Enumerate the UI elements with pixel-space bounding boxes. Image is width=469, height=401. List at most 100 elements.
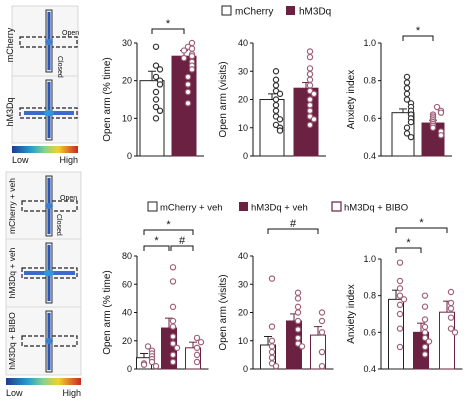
data-point (294, 334, 302, 342)
significance-bracket (143, 229, 194, 235)
y-axis-label: Open arm (visits) (218, 274, 229, 350)
maze-plot-hm3dq-bibo: hM3Dq + BIBO (7, 310, 78, 373)
y-tick-label: 20 (122, 76, 132, 86)
heat-scale-high: High (62, 388, 81, 398)
data-point (184, 88, 192, 96)
data-point (447, 325, 455, 332)
legend-label-hm3dq-veh: hM3Dq + veh (251, 203, 308, 214)
data-point (180, 47, 188, 54)
data-point (298, 343, 306, 350)
data-point (318, 348, 326, 356)
significance-bracket (267, 228, 319, 234)
data-point (184, 100, 192, 107)
arm-label-closed: Closed (55, 214, 62, 236)
data-point (318, 362, 326, 370)
open-arms-outline (19, 107, 78, 119)
data-point (272, 68, 280, 75)
legend-label-mcherry-veh: mCherry + veh (160, 203, 223, 214)
data-point (294, 309, 302, 316)
data-point (400, 296, 408, 303)
maze-plot-mcherry-veh: Open Closed mCherry + veh (7, 175, 78, 237)
y-tick-label: 0.6 (363, 327, 376, 337)
data-point (156, 66, 164, 73)
data-point (306, 121, 314, 129)
y-tick-label: 10 (122, 113, 132, 123)
data-point (169, 358, 177, 366)
significance-bracket (395, 227, 448, 233)
maze-plot-hm3dq: hM3Dq (5, 79, 78, 141)
y-tick-label: 0.4 (363, 364, 376, 374)
data-point (148, 358, 156, 366)
data-point (306, 107, 314, 115)
y-tick-label: 0.8 (363, 291, 376, 301)
maze-row-label-hm3dq: hM3Dq (5, 97, 15, 126)
data-point (429, 124, 437, 131)
data-point (268, 337, 276, 344)
legend-label-hm3dq-bibo: hM3Dq + BIBO (344, 203, 408, 214)
maze-row-label-hm3dq-bibo: hM3Dq + BIBO (7, 312, 17, 370)
heat-colorbar (12, 146, 78, 153)
bar-chart-panel: 0.4 0.6 0.8 1.0 Anxiety index * (346, 25, 452, 161)
data-point (169, 351, 177, 359)
bar (388, 298, 404, 370)
significance-bracket (170, 245, 194, 251)
data-point (421, 351, 429, 358)
data-point (156, 81, 164, 88)
data-point (193, 358, 201, 366)
data-point (152, 62, 160, 69)
bar-chart-panel: 0 10 20 30 40 Open arm (visits) (218, 38, 326, 161)
heat-scale-low: Low (12, 155, 29, 165)
data-point (184, 73, 192, 81)
center-heat (45, 203, 53, 209)
data-point (152, 88, 160, 96)
data-point (433, 103, 441, 111)
y-tick-label: 0 (127, 364, 132, 374)
data-point (396, 292, 404, 299)
y-axis-label: Anxiety index (346, 70, 357, 129)
maze-heatmap-bottom: Open Closed mCherry + veh hM3Dq + veh hM… (5, 171, 82, 398)
y-tick-label: 0 (243, 151, 248, 161)
data-point (421, 334, 429, 342)
bar-chart-panel: 0 10 20 30 Open arm (% time) * (102, 18, 204, 161)
data-point (272, 101, 280, 109)
maze-row-label-mcherry: mCherry (5, 27, 15, 62)
data-point (294, 303, 302, 311)
data-point (306, 101, 314, 109)
data-point (197, 338, 205, 346)
data-point (421, 316, 429, 323)
data-point (169, 340, 177, 347)
data-point (306, 53, 314, 61)
center-heat (45, 338, 53, 344)
significance-marker: * (419, 217, 424, 229)
data-point (294, 326, 302, 333)
data-point (169, 278, 177, 285)
data-point (447, 299, 455, 307)
legend-swatch-mcherry-veh (147, 201, 158, 212)
maze-plot-hm3dq-veh: hM3Dq + veh (7, 242, 78, 304)
data-point (396, 259, 404, 266)
data-point (169, 303, 177, 311)
y-tick-label: 20 (122, 336, 132, 346)
data-point (403, 90, 411, 98)
data-point (447, 305, 455, 312)
data-point (306, 70, 314, 78)
y-tick-label: 40 (238, 38, 248, 48)
bar-charts: 0 10 20 30 Open arm (% time) * 0 10 20 30 40 Open a… (102, 18, 463, 374)
y-axis-label: Anxiety index (346, 284, 357, 343)
data-point (152, 115, 160, 122)
center-heat (45, 39, 53, 45)
data-point (421, 323, 429, 331)
bar (139, 80, 165, 157)
y-tick-label: 10 (238, 336, 248, 346)
data-point (310, 90, 318, 98)
maze-row-label-hm3dq-veh: hM3Dq + veh (7, 247, 17, 298)
data-point (193, 334, 201, 342)
data-point (421, 329, 429, 336)
data-point (188, 66, 196, 73)
bar-chart-panel: 0 10 20 30 40 Open arm (visits) # (218, 218, 334, 374)
data-point (188, 39, 196, 47)
data-point (173, 344, 181, 352)
maze-heatmap-top: Open Closed mCherry hM3Dq Low High (5, 5, 79, 165)
data-point (451, 329, 459, 336)
